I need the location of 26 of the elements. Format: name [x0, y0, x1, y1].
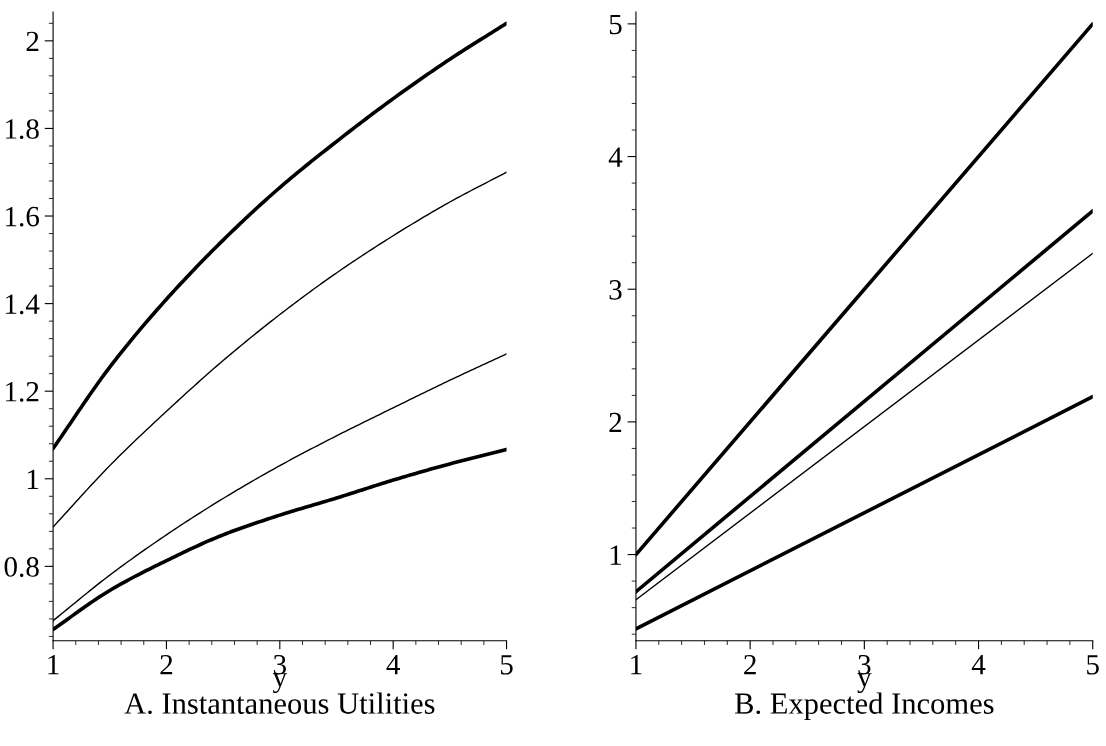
x-tick-label: 1 [48, 654, 59, 675]
x-tick-label: 5 [500, 655, 513, 675]
x-tick-label: 2 [744, 654, 756, 675]
x-tick-label: 3 [858, 654, 871, 675]
text: A. Instantaneous Utilities [124, 692, 435, 715]
y-tick-label: 1 [27, 469, 39, 489]
x-axis-title: y [272, 673, 287, 694]
x-tick-label: 2 [160, 654, 173, 675]
y-tick-label: 1 [610, 545, 622, 565]
x-tick-label: 4 [971, 655, 986, 675]
x-axis-title: y [857, 673, 872, 694]
y-tick-label: 5 [609, 14, 622, 35]
x-tick-label: 3 [273, 654, 286, 675]
x-tick-label: 1 [631, 654, 642, 675]
y-tick-label: 4 [608, 147, 623, 167]
y-tick-label: 1.6 [6, 206, 40, 227]
text: B. Expected Incomes [734, 692, 994, 721]
y-tick-label: 1.2 [6, 382, 39, 402]
y-tick-label: 3 [609, 280, 622, 300]
y-tick-label: 2 [26, 31, 39, 51]
y-tick-label: 0.8 [4, 557, 39, 577]
x-tick-label: 4 [386, 655, 401, 675]
y-tick-label: 1.8 [6, 119, 39, 139]
y-tick-label: 2 [609, 412, 622, 433]
y-tick-label: 1.4 [6, 294, 40, 315]
x-tick-label: 5 [1087, 655, 1099, 675]
